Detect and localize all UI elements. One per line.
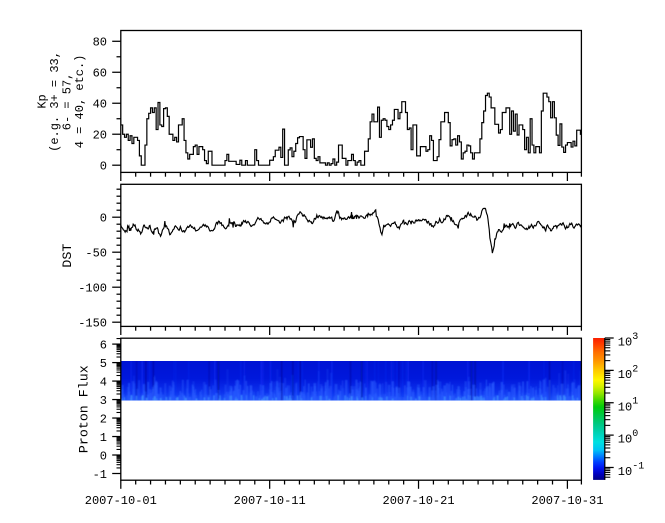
svg-text:6: 6 [100, 338, 107, 352]
svg-text:6- = 57,: 6- = 57, [61, 73, 75, 131]
svg-text:10: 10 [618, 465, 632, 479]
svg-text:2007-10-31: 2007-10-31 [531, 494, 603, 508]
svg-text:0: 0 [100, 212, 107, 226]
svg-text:40: 40 [93, 98, 107, 112]
svg-text:10: 10 [618, 433, 632, 447]
svg-text:1: 1 [632, 397, 638, 408]
svg-text:2007-10-11: 2007-10-11 [234, 494, 306, 508]
svg-text:Proton Flux: Proton Flux [76, 365, 91, 453]
svg-text:0: 0 [100, 449, 107, 463]
svg-text:-1: -1 [632, 461, 644, 472]
svg-text:10: 10 [618, 400, 632, 414]
svg-text:2007-10-01: 2007-10-01 [85, 494, 157, 508]
svg-text:5: 5 [100, 357, 107, 371]
svg-text:80: 80 [93, 36, 107, 50]
svg-text:DST: DST [60, 244, 75, 268]
svg-text:3: 3 [100, 394, 107, 408]
svg-text:4 = 40, etc.): 4 = 40, etc.) [73, 55, 87, 149]
svg-text:20: 20 [93, 129, 107, 143]
svg-text:10: 10 [618, 336, 632, 350]
svg-text:10: 10 [618, 368, 632, 382]
svg-text:0: 0 [632, 429, 638, 440]
svg-text:-150: -150 [78, 317, 107, 331]
svg-text:-1: -1 [93, 468, 107, 482]
svg-text:Kp: Kp [35, 94, 49, 108]
svg-text:3: 3 [632, 332, 638, 343]
svg-text:2: 2 [632, 364, 638, 375]
svg-text:-50: -50 [85, 247, 107, 261]
svg-text:1: 1 [100, 431, 107, 445]
svg-text:2: 2 [100, 412, 107, 426]
svg-text:4: 4 [100, 375, 107, 389]
svg-text:60: 60 [93, 67, 107, 81]
svg-text:0: 0 [100, 160, 107, 174]
svg-text:-100: -100 [78, 282, 107, 296]
svg-text:2007-10-21: 2007-10-21 [383, 494, 455, 508]
svg-text:(e.g. 3+ = 33,: (e.g. 3+ = 33, [48, 51, 62, 152]
